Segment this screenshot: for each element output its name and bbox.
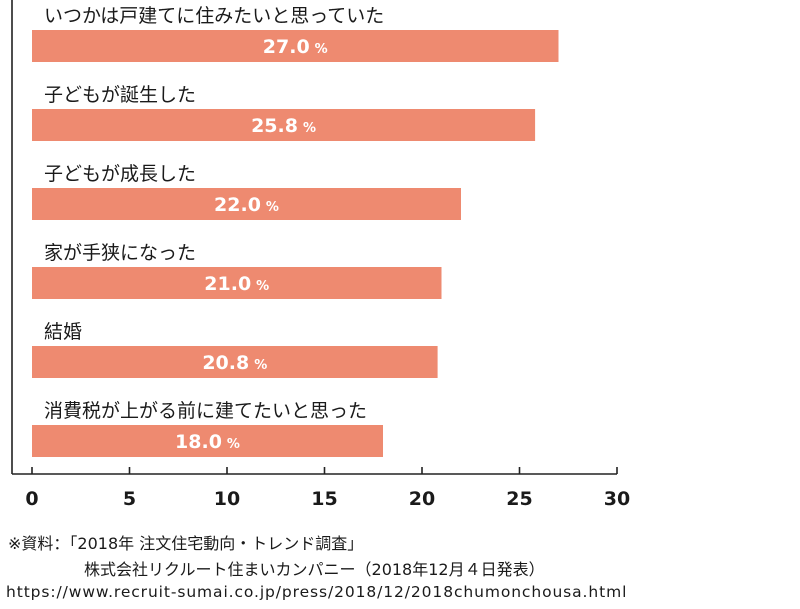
x-tick-label: 25 [506,488,532,510]
category-label: 家が手狭になった [44,242,196,264]
bar-value-unit: % [315,42,328,57]
category-label: 子どもが誕生した [44,84,196,106]
x-tick-label: 20 [409,488,435,510]
bar [32,30,559,62]
x-tick-label: 0 [25,488,38,510]
bar [32,425,383,457]
source-url: https://www.recruit-sumai.co.jp/press/20… [6,583,628,601]
bar-value-unit: % [266,200,279,215]
bar [32,109,536,141]
bar [32,267,442,299]
category-label: 消費税が上がる前に建てたいと思った [44,400,367,422]
bar-value-unit: % [227,437,240,452]
bar-value-unit: % [256,279,269,294]
category-label: 子どもが成長した [44,163,196,185]
source-line-2: 株式会社リクルート住まいカンパニー（2018年12月４日発表） [84,560,545,579]
source-line-1: ※資料：「2018年 注文住宅動向・トレンド調査」 [8,534,364,553]
x-tick-label: 5 [123,488,136,510]
x-tick-label: 15 [311,488,337,510]
x-tick-label: 10 [214,488,240,510]
category-label: いつかは戸建てに住みたいと思っていた [44,5,384,27]
category-label: 結婚 [44,321,82,343]
bar-value-unit: % [254,358,267,373]
bar [32,346,438,378]
x-tick-label: 30 [604,488,630,510]
bar-value-unit: % [303,121,316,136]
bar [32,188,461,220]
